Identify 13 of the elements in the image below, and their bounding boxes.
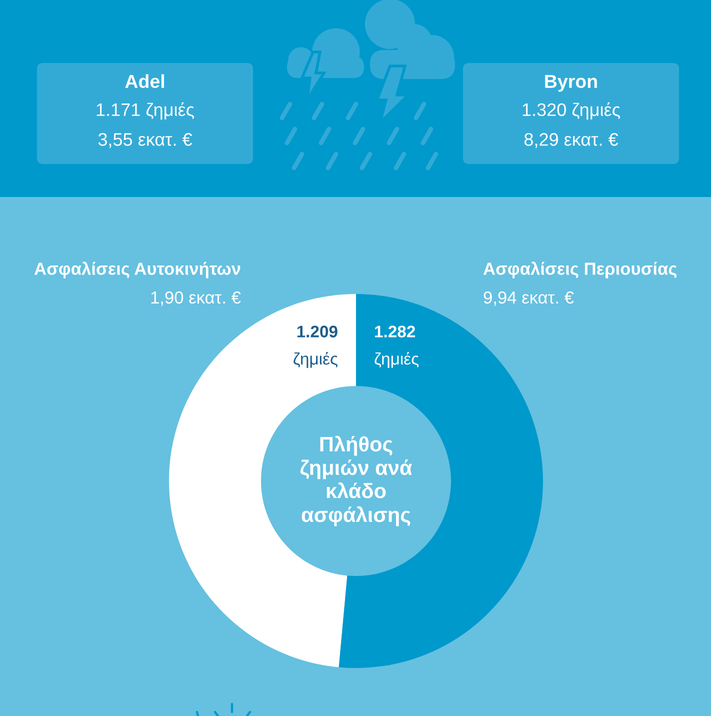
text: 8,29 εκατ. € [524,133,618,148]
text: Byron [545,74,597,92]
data-label: 1.209 ζημιές [294,326,338,368]
data-label: 1.282 ζημιές [374,326,419,368]
slice-label: Ασφαλίσεις Αυτοκινήτων [34,262,240,278]
text: Πλήθος ζημιών ανά κλάδο ασφάλισης [300,436,412,526]
slice-label: Ασφαλίσεις Περιουσίας [483,262,677,278]
text: 1.171 ζημιές [96,102,194,120]
text: 9,94 εκατ. € [484,291,574,306]
text: 1,90 εκατ. € [151,291,241,306]
text: Adel [125,74,164,88]
text: 1.320 ζημιές [522,102,620,120]
text: 3,55 εκατ. € [98,133,192,148]
